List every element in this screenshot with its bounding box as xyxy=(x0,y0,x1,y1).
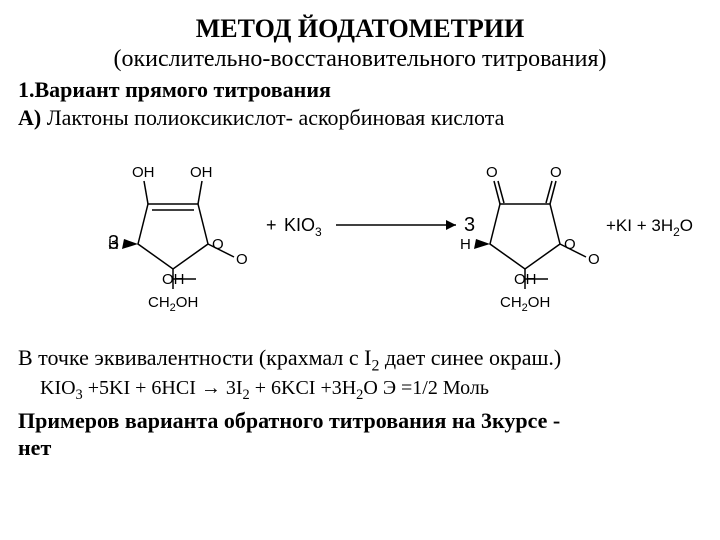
reagent-kio3: KIO3 xyxy=(284,215,322,239)
variant-heading: 1.Вариант прямого титрования xyxy=(18,77,702,103)
equivalence-point-text: В точке эквивалентности (крахмал с I2 да… xyxy=(18,345,702,375)
item-a-prefix: А) xyxy=(18,105,41,130)
structure-left: OH OH O O H OH CH2OH xyxy=(108,164,248,314)
plus-sign: + xyxy=(266,215,277,235)
reaction-diagram: 3 OH OH O O H xyxy=(18,139,702,339)
coef-right: 3 xyxy=(464,214,475,236)
svg-text:OH: OH xyxy=(190,164,213,181)
structure-right: O O O O H OH CH2OH xyxy=(460,164,600,314)
svg-text:OH: OH xyxy=(162,271,185,288)
equation-line: KIO3 +5KI + 6HCI → 3I2 + 6KCI +3H2O Э =1… xyxy=(40,377,702,404)
slide-subtitle: (окислительно-восстановительного титрова… xyxy=(18,46,702,73)
svg-text:O: O xyxy=(236,251,248,268)
svg-text:H: H xyxy=(108,236,119,253)
item-a: А) Лактоны полиоксикислот- аскорбиновая … xyxy=(18,105,702,131)
svg-text:H: H xyxy=(460,236,471,253)
svg-text:OH: OH xyxy=(514,271,537,288)
no-examples-text: Примеров варианта обратного титрования н… xyxy=(18,408,702,461)
svg-text:CH2OH: CH2OH xyxy=(500,294,550,314)
svg-text:O: O xyxy=(486,164,498,181)
rhs-tail: +KI + 3H2O xyxy=(606,216,693,239)
svg-text:OH: OH xyxy=(132,164,155,181)
slide-title: МЕТОД ЙОДАТОМЕТРИИ xyxy=(18,14,702,44)
item-a-text: Лактоны полиоксикислот- аскорбиновая кис… xyxy=(41,105,504,130)
svg-text:CH2OH: CH2OH xyxy=(148,294,198,314)
svg-text:O: O xyxy=(550,164,562,181)
svg-text:O: O xyxy=(588,251,600,268)
